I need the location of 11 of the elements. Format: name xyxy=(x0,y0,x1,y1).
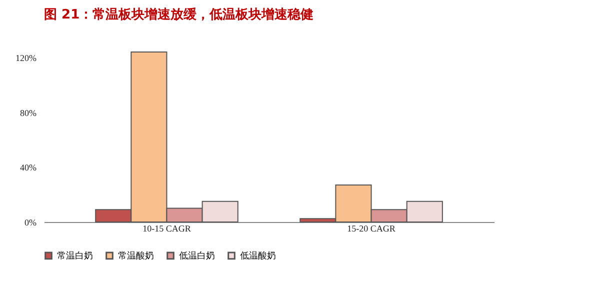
y-tick-label: 80% xyxy=(20,108,37,118)
y-tick-label: 0% xyxy=(24,218,37,228)
legend-label: 常温白奶 xyxy=(57,250,93,262)
y-tick-label: 120% xyxy=(16,52,37,63)
legend-label: 低温白奶 xyxy=(179,250,215,262)
legend-label: 常温酸奶 xyxy=(118,250,154,262)
legend-label: 低温酸奶 xyxy=(240,250,276,262)
y-tick-label: 40% xyxy=(20,162,37,173)
x-tick-label: 15-20 CAGR xyxy=(347,224,396,234)
x-tick-label: 10-15 CAGR xyxy=(142,224,191,234)
chart-title: 图 21：常温板块增速放缓，低温板块增速稳健 xyxy=(44,6,314,22)
